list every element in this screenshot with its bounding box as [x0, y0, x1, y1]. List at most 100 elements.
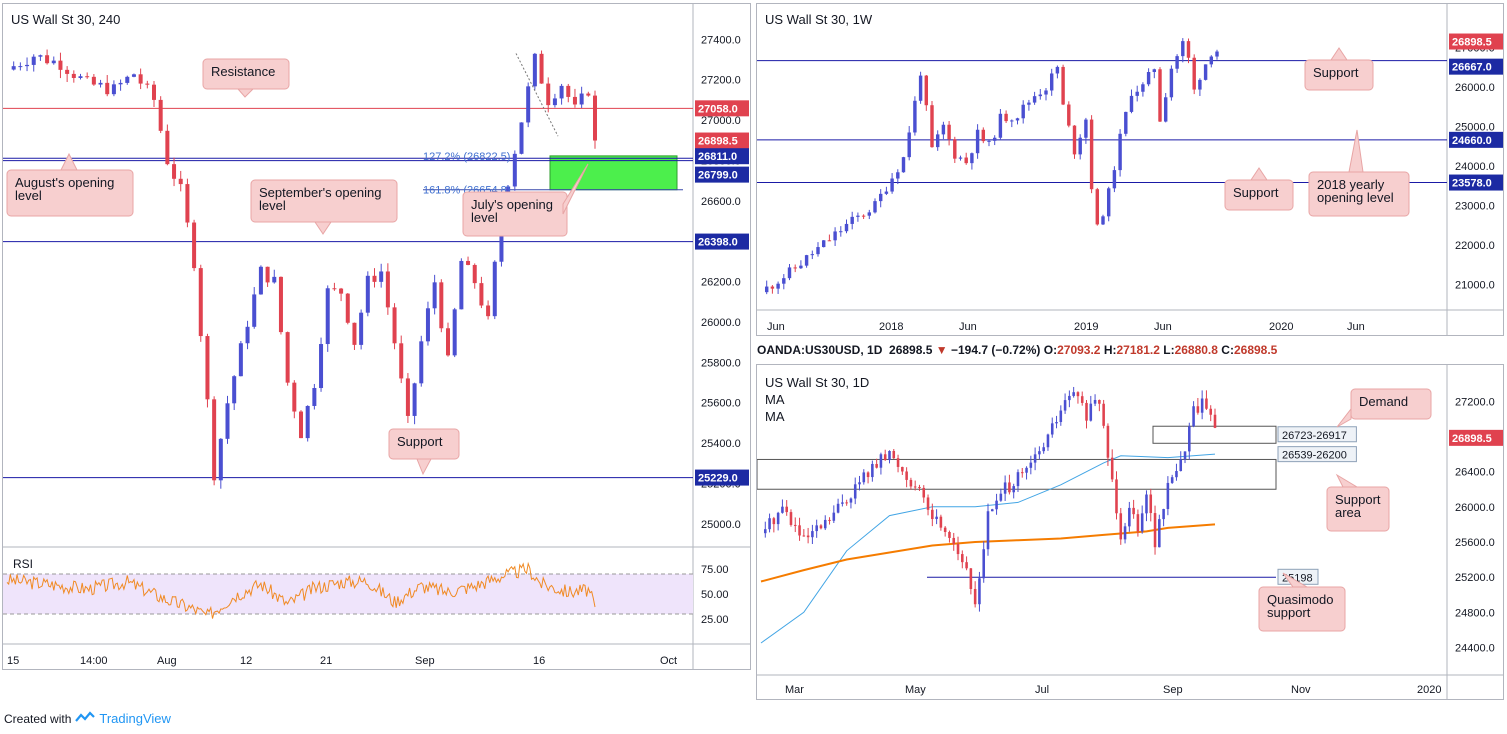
h4-chart-panel[interactable]: 27400.027200.027000.026800.026600.026400…: [2, 3, 751, 670]
july-open-callout: July's opening: [471, 197, 553, 212]
weekly-price-label-bg: [1449, 33, 1503, 50]
daily-candle: [1025, 467, 1028, 473]
daily-y-tick: 26000.0: [1455, 502, 1495, 514]
weekly-candle: [1124, 111, 1128, 134]
daily-candle: [1033, 454, 1037, 463]
weekly-candle: [878, 193, 883, 202]
h4-x-tick: 14:00: [80, 655, 108, 667]
ma-fast-label: MA: [765, 392, 785, 407]
weekly-candle: [1095, 189, 1100, 225]
daily-candle: [879, 454, 883, 468]
daily-candle: [982, 549, 986, 579]
daily-candle: [1209, 408, 1213, 415]
weekly-candle: [799, 265, 803, 269]
h4-candle: [312, 388, 317, 406]
daily-candle: [905, 471, 908, 480]
daily-candle: [1123, 526, 1127, 540]
weekly-candle: [856, 215, 860, 217]
weekly-candle: [1152, 69, 1157, 73]
daily-candle: [1128, 507, 1131, 527]
daily-candle: [819, 525, 823, 529]
resistance-callout-pointer: [236, 88, 255, 98]
h4-candle: [425, 308, 430, 342]
h4-candle: [11, 66, 16, 70]
support-callout-pointer: [416, 458, 432, 476]
weekly-candle: [1027, 102, 1031, 105]
weekly-candle: [770, 286, 775, 289]
daily-chart-panel[interactable]: 27200.026800.026400.026000.025600.025200…: [756, 364, 1504, 700]
h4-candle: [305, 405, 310, 439]
daily-candle: [1016, 472, 1020, 487]
daily-y-tick: 24400.0: [1455, 642, 1495, 654]
weekly-candle: [924, 75, 929, 106]
daily-candle: [828, 519, 831, 521]
daily-candle: [995, 500, 998, 510]
daily-y-tick: 25600.0: [1455, 537, 1495, 549]
h4-price-label: 26799.0: [698, 170, 738, 182]
weekly-chart-title: US Wall St 30, 1W: [765, 12, 873, 27]
h4-candle: [399, 343, 404, 379]
tradingview-brand-link[interactable]: TradingView: [99, 711, 171, 726]
daily-candle: [922, 487, 926, 498]
weekly-candle: [1118, 133, 1122, 171]
h4-candle: [258, 266, 263, 295]
h4-candle: [499, 212, 504, 262]
h4-y-tick: 26200.0: [701, 277, 741, 289]
weekly-y-tick: 22000.0: [1455, 240, 1495, 252]
weekly-candle: [810, 254, 815, 256]
tradingview-logo-icon[interactable]: [75, 711, 96, 726]
h4-y-tick: 26600.0: [701, 196, 741, 208]
h4-candle: [212, 399, 217, 481]
august-open-callout: level: [15, 188, 42, 203]
daily-candle: [1059, 410, 1063, 423]
yearly-open-callout: 2018 yearly: [1317, 177, 1385, 192]
weekly-candle: [1169, 68, 1174, 98]
daily-candle: [1149, 494, 1153, 514]
weekly-candle: [1158, 69, 1162, 122]
daily-candle: [978, 578, 981, 605]
daily-candle: [789, 512, 793, 525]
daily-candle: [1063, 400, 1067, 411]
september-open-callout: September's opening: [259, 185, 381, 200]
weekly-candle: [958, 157, 963, 159]
h4-candle: [245, 326, 250, 344]
weekly-candle: [1015, 118, 1020, 121]
weekly-chart-canvas: 27000.026000.025000.024000.023000.022000…: [757, 4, 1503, 335]
daily-candle: [961, 554, 964, 563]
weekly-chart-panel[interactable]: 27000.026000.025000.024000.023000.022000…: [756, 3, 1504, 336]
weekly-candle: [953, 139, 957, 159]
h4-candle: [439, 282, 444, 329]
h4-candle: [165, 130, 170, 165]
weekly-candle: [987, 140, 991, 142]
daily-candle: [1072, 392, 1075, 396]
daily-candle: [845, 502, 848, 504]
h4-price-label-bg: [695, 469, 749, 486]
daily-candle: [862, 472, 866, 483]
h4-candle: [105, 82, 110, 95]
july-open-callout-box: [462, 191, 568, 237]
weekly-candle: [1055, 66, 1060, 74]
daily-candle: [926, 497, 930, 510]
h4-candle: [225, 403, 230, 439]
weekly-support-callout-2-pointer: [1250, 167, 1268, 181]
daily-price-label-bg: [1449, 429, 1503, 446]
weekly-candle: [804, 255, 809, 266]
daily-candle: [1038, 451, 1041, 455]
h4-candle: [138, 74, 143, 84]
daily-candle: [1183, 451, 1187, 460]
weekly-price-label-bg: [1449, 58, 1503, 75]
weekly-candle: [1112, 170, 1117, 189]
h4-x-tick: 16: [533, 655, 545, 667]
weekly-candle: [1209, 56, 1214, 65]
quasimodo-callout: support: [1267, 605, 1311, 620]
weekly-candle: [833, 231, 837, 241]
daily-chart-canvas: 27200.026800.026400.026000.025600.025200…: [757, 365, 1503, 699]
daily-candle: [888, 450, 891, 461]
daily-candle: [1162, 509, 1165, 520]
weekly-candle: [1072, 125, 1077, 155]
daily-candle: [1106, 425, 1110, 458]
h4-candle: [372, 275, 377, 282]
h4-x-tick: 15: [7, 655, 19, 667]
daily-candle: [1115, 479, 1118, 514]
weekly-candle: [1067, 104, 1071, 126]
